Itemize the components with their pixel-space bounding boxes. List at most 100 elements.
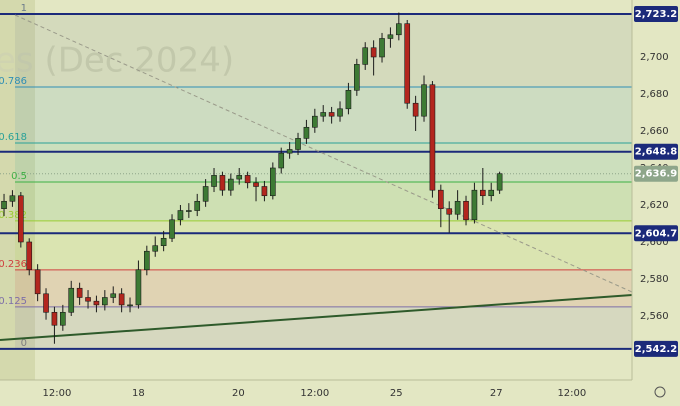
last-price-box bbox=[634, 165, 678, 182]
candle-body bbox=[396, 23, 402, 36]
candle-body bbox=[60, 311, 66, 326]
trend-line bbox=[0, 294, 633, 341]
x-tick-label: 27 bbox=[490, 388, 503, 399]
candle-body bbox=[186, 210, 192, 212]
candle-body bbox=[328, 112, 335, 117]
y-tick-label: 2,660 bbox=[640, 126, 669, 137]
candle-body bbox=[194, 200, 201, 211]
fib-label: 0.236 bbox=[0, 259, 27, 270]
candle-body bbox=[144, 250, 150, 271]
y-tick-label: 2,680 bbox=[640, 89, 669, 100]
candle-body bbox=[345, 89, 352, 110]
candle-body bbox=[312, 115, 318, 128]
candle-body bbox=[404, 23, 411, 104]
candle-body bbox=[362, 47, 369, 65]
candle-body bbox=[421, 84, 427, 117]
candle-body bbox=[244, 175, 251, 184]
candle-body bbox=[479, 189, 486, 197]
fib-label: 0.786 bbox=[0, 76, 27, 87]
candle-body bbox=[135, 269, 142, 306]
fib-band bbox=[15, 306, 632, 349]
candle-body bbox=[303, 126, 310, 139]
candle-body bbox=[219, 175, 226, 191]
candle-body bbox=[18, 195, 24, 243]
candle-body bbox=[454, 200, 461, 215]
candle-body bbox=[127, 304, 133, 307]
candle-body bbox=[169, 219, 175, 239]
x-tick-label: 12:00 bbox=[300, 388, 329, 399]
fib-label: 0.382 bbox=[0, 210, 27, 221]
candle-body bbox=[177, 210, 184, 221]
price-label: 2,542.2 bbox=[635, 344, 677, 355]
fib-label: 0 bbox=[21, 338, 27, 349]
last-price-label: 2,636.9 bbox=[635, 169, 677, 180]
candle-body bbox=[286, 149, 293, 154]
candle-body bbox=[438, 189, 444, 209]
candle-body bbox=[102, 297, 108, 306]
candle-body bbox=[228, 178, 234, 191]
candle-body bbox=[68, 287, 75, 313]
y-tick-label: 2,620 bbox=[640, 200, 669, 211]
candle-body bbox=[278, 152, 285, 169]
candle-body bbox=[85, 297, 91, 302]
x-tick-label: 18 bbox=[132, 388, 145, 399]
trend-line-dashed bbox=[14, 14, 633, 293]
fib-band bbox=[15, 269, 632, 307]
candle-body bbox=[320, 112, 327, 117]
price-label: 2,604.7 bbox=[635, 228, 677, 239]
candle-body bbox=[261, 186, 268, 197]
settings-icon[interactable] bbox=[654, 386, 666, 398]
candle-body bbox=[370, 47, 377, 58]
candle-body bbox=[160, 237, 167, 246]
candle-body bbox=[379, 38, 385, 58]
candle-body bbox=[9, 195, 16, 202]
x-tick-label: 12:00 bbox=[43, 388, 72, 399]
fib-band bbox=[15, 220, 632, 270]
fib-label: 0.618 bbox=[0, 132, 27, 143]
candle-body bbox=[1, 200, 7, 209]
candle-body bbox=[354, 64, 360, 91]
candle-body bbox=[488, 189, 495, 197]
candle-body bbox=[118, 293, 125, 306]
candle-body bbox=[295, 138, 301, 150]
fib-band bbox=[15, 14, 632, 87]
price-label: 2,723.2 bbox=[635, 9, 677, 20]
fib-label: 1 bbox=[21, 3, 27, 14]
watermark: es (Dec 2024) bbox=[0, 41, 234, 81]
fib-band bbox=[15, 143, 632, 183]
candle-body bbox=[429, 84, 436, 191]
candle-body bbox=[211, 175, 217, 187]
y-tick-label: 2,600 bbox=[640, 237, 669, 248]
candle-body bbox=[496, 173, 503, 191]
y-tick-label: 2,700 bbox=[640, 52, 669, 63]
fib-label: 0.125 bbox=[0, 296, 27, 307]
candle-body bbox=[202, 186, 209, 202]
candle-body bbox=[337, 108, 343, 117]
x-tick-label: 12:00 bbox=[557, 388, 586, 399]
price-label: 2,648.8 bbox=[635, 147, 677, 158]
x-tick-label: 25 bbox=[390, 388, 403, 399]
candle-body bbox=[463, 200, 469, 221]
y-tick-label: 2,560 bbox=[640, 311, 669, 322]
candle-body bbox=[412, 102, 419, 117]
y-tick-label: 2,580 bbox=[640, 274, 669, 285]
candle-body bbox=[253, 182, 259, 187]
candle-body bbox=[76, 287, 83, 298]
candle-body bbox=[471, 189, 478, 221]
price-label-box bbox=[634, 340, 678, 357]
candle-body bbox=[110, 293, 117, 298]
fib-label: 0.5 bbox=[11, 171, 27, 182]
candle-body bbox=[43, 293, 49, 313]
price-label-box bbox=[634, 225, 678, 242]
candle-body bbox=[446, 208, 453, 215]
price-label-box bbox=[634, 143, 678, 160]
candle-body bbox=[93, 300, 100, 306]
candle-body bbox=[51, 311, 58, 326]
candle-body bbox=[152, 245, 159, 252]
left-shade bbox=[0, 0, 35, 380]
price-label-box bbox=[634, 6, 678, 23]
x-tick-label: 20 bbox=[232, 388, 245, 399]
candle-body bbox=[26, 241, 33, 271]
